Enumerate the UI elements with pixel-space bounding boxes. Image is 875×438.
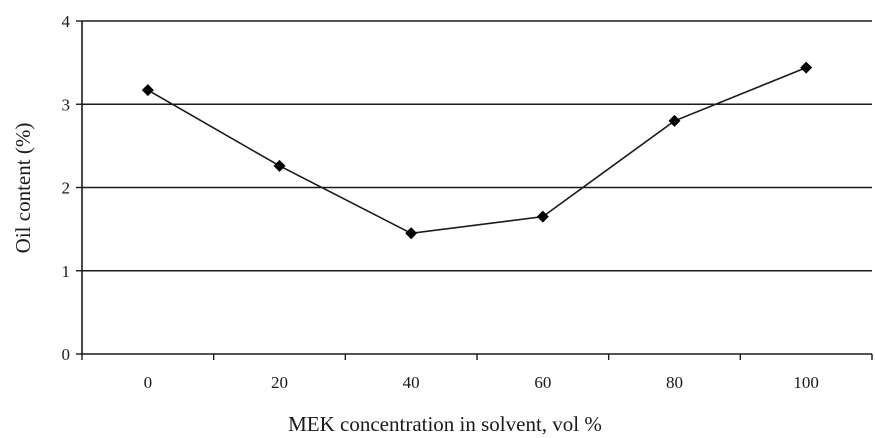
- x-tick-label-20: 20: [271, 373, 288, 392]
- x-tick-label-0: 0: [144, 373, 153, 392]
- data-point-100: [800, 61, 813, 74]
- x-tick-label-60: 60: [534, 373, 551, 392]
- ticks: [76, 20, 873, 360]
- y-axis-title: Oil content (%): [11, 123, 35, 254]
- data-point-40: [405, 227, 418, 240]
- gridlines: [82, 20, 872, 272]
- y-tick-label-0: 0: [62, 345, 71, 364]
- data-point-20: [273, 159, 286, 172]
- y-tick-label-1: 1: [62, 262, 71, 281]
- x-axis-title: MEK concentration in solvent, vol %: [288, 412, 602, 436]
- series-line-0: [147, 66, 807, 235]
- data-point-80: [668, 114, 681, 127]
- y-tick-label-4: 4: [62, 12, 71, 31]
- data-point-60: [536, 210, 549, 223]
- y-tick-label-2: 2: [62, 179, 71, 198]
- x-tick-label-100: 100: [793, 373, 819, 392]
- x-tick-label-80: 80: [666, 373, 683, 392]
- x-tick-label-40: 40: [403, 373, 420, 392]
- data-series: [141, 61, 813, 240]
- y-tick-label-3: 3: [62, 95, 71, 114]
- data-point-0: [141, 84, 154, 97]
